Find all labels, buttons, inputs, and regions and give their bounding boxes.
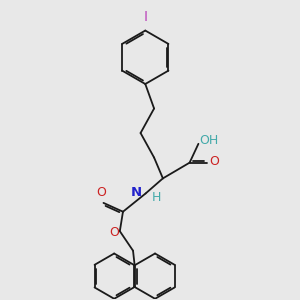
Text: I: I (143, 10, 147, 24)
Text: O: O (96, 186, 106, 199)
Text: O: O (109, 226, 119, 239)
Text: N: N (130, 186, 142, 199)
Text: O: O (209, 155, 219, 168)
Text: OH: OH (199, 134, 219, 147)
Text: H: H (151, 191, 160, 204)
